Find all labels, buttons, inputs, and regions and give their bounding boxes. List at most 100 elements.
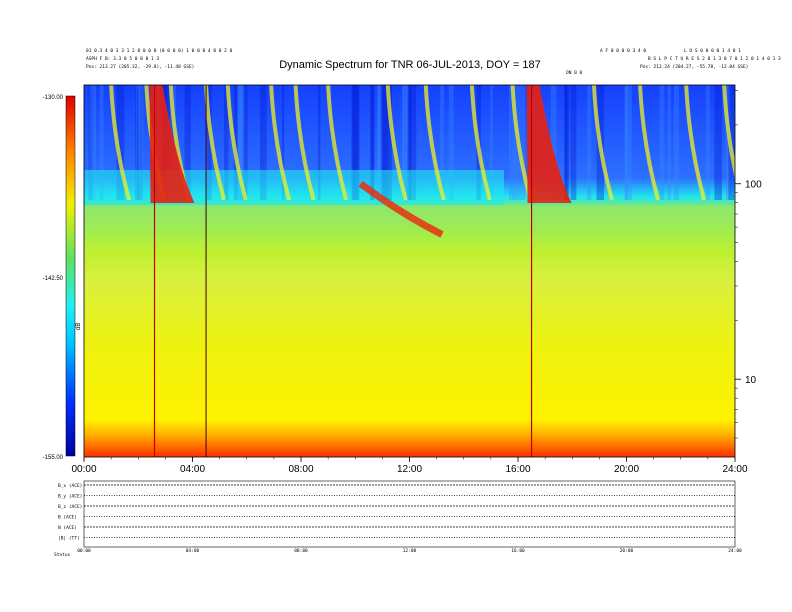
- header-right-line1b: L O S 0 0 0 0 1 4 0 1: [684, 48, 741, 54]
- spectrogram-bursts: [109, 85, 735, 457]
- spectrogram-band: [440, 85, 445, 200]
- spectrogram-band: [381, 85, 389, 200]
- x-tick-label: 24:00: [722, 464, 747, 475]
- x-tick-label: 08:00: [288, 464, 313, 475]
- type-iii-burst: [269, 85, 292, 201]
- spectrogram-band: [490, 85, 493, 200]
- spectrogram-background: [84, 85, 735, 457]
- lower-x-tick-label: 20:00: [620, 548, 634, 554]
- spectrogram-band: [408, 85, 417, 200]
- x-tick-label: 12:00: [397, 464, 422, 475]
- spectrogram-band: [224, 85, 229, 200]
- spectrogram-band: [508, 85, 512, 200]
- strong-burst: [149, 85, 195, 203]
- spectrogram-band: [370, 85, 375, 200]
- spectrogram-band: [673, 85, 680, 200]
- spectrogram-band: [382, 85, 391, 200]
- header-left-pos: Pos: 213.27 (205.32, -29.8), -11.48 GSE): [86, 64, 194, 70]
- spectrogram-band: [137, 85, 140, 200]
- header-right-pos: Pos: 212.24 (204.27, -55.78, -12.04 GSE): [640, 64, 748, 70]
- spectrogram-band: [352, 85, 359, 200]
- spectrogram-band: [389, 85, 393, 200]
- spectrogram-band: [403, 85, 409, 200]
- spectrogram-band: [377, 85, 380, 200]
- spectrogram-band: [137, 85, 141, 200]
- spectrogram-band: [135, 85, 144, 200]
- spectrogram-band: [624, 85, 628, 200]
- spectrogram-band: [564, 85, 570, 200]
- y-tick-label: 10: [745, 375, 757, 386]
- spectrogram-band: [207, 85, 212, 200]
- lower-panel-label: B_z (ACE): [58, 504, 82, 510]
- lower-x-tick-label: 08:00: [294, 548, 308, 554]
- type-iii-burst: [684, 85, 707, 201]
- x-tick-label: 00:00: [71, 464, 96, 475]
- colorbar-axis-label: dB: [76, 323, 82, 330]
- lower-x-tick-label: 16:00: [511, 548, 525, 554]
- spectrogram-band: [88, 85, 93, 200]
- header-right-line2: B S L P C T U R E S 2 0 1 3 0 7 0 1 2 0 …: [648, 56, 781, 62]
- colorbar-label-top: -130.00: [43, 95, 64, 101]
- type-iii-burst: [326, 85, 349, 201]
- lower-x-tick-label: 24:00: [728, 548, 742, 554]
- type-iii-burst: [204, 85, 226, 201]
- lower-panel-label: N (ACE): [58, 525, 77, 531]
- type-iii-burst: [109, 85, 132, 201]
- lower-x-tick-label: 04:00: [186, 548, 200, 554]
- spectrogram-band: [659, 85, 665, 200]
- spectrogram-band: [511, 85, 515, 200]
- spectrogram-band: [89, 85, 97, 200]
- spectrogram-band: [135, 85, 143, 200]
- spectrogram-image: [84, 85, 735, 457]
- spectrogram-band: [550, 85, 557, 200]
- lower-panels-frame: [83, 480, 736, 548]
- x-tick-label: 16:00: [505, 464, 530, 475]
- type-iii-burst: [225, 85, 248, 201]
- y-tick-label: 100: [745, 180, 762, 191]
- spectrogram-band: [184, 85, 191, 200]
- header-left-line1: 01 0.3 4 0 3 3 1 2 0 0 0 0 (0 0 0 0) 1 0…: [86, 48, 233, 54]
- lower-panel-label: |B| (TT): [58, 536, 80, 542]
- chart-title: Dynamic Spectrum for TNR 06-JUL-2013, DO…: [279, 59, 541, 71]
- lower-panel-label: B (ACE): [58, 515, 77, 521]
- colorbar: [65, 95, 76, 457]
- x-axis: 00:00 04:00 08:00 12:00 16:00 20:00 24:00: [71, 457, 748, 475]
- type-iii-burst: [469, 85, 492, 201]
- strong-burst: [526, 85, 572, 203]
- spectrogram-band: [624, 85, 632, 200]
- x-tick-label: 04:00: [180, 464, 205, 475]
- spectrogram-band: [317, 85, 321, 200]
- type-iii-burst: [385, 85, 408, 201]
- header-right-small: ON 0 0: [566, 70, 583, 76]
- spectrogram-band: [406, 85, 412, 200]
- spectrogram-band: [405, 85, 408, 200]
- colorbar-label-bottom: -155.00: [43, 455, 64, 461]
- spectrogram-band: [242, 85, 248, 200]
- type-ii-event: [358, 180, 444, 238]
- spectrogram-band: [237, 85, 244, 200]
- spectrogram-band: [233, 85, 238, 200]
- spectrogram-band: [587, 85, 592, 200]
- spectrogram-band: [714, 85, 722, 200]
- type-iii-burst: [722, 85, 735, 180]
- lower-x-tick-label: 00:00: [77, 548, 91, 554]
- spectrogram-band: [563, 85, 568, 200]
- spectrogram-band: [371, 85, 374, 200]
- spectrogram-band: [448, 85, 454, 200]
- lower-panel-label: B_x (ACE): [58, 483, 82, 489]
- y-axis: 100 10: [735, 90, 762, 439]
- spectrogram-band: [172, 85, 176, 200]
- spectrogram-band: [667, 85, 672, 200]
- lower-x-tick-label: 12:00: [403, 548, 417, 554]
- spectrogram-band: [354, 85, 360, 200]
- spectrogram-band: [116, 85, 125, 200]
- type-iii-burst: [293, 85, 316, 201]
- lower-panels: B_x (ACE) B_y (ACE) B_z (ACE) B (ACE) N (ACE…: [58, 480, 742, 554]
- type-iii-burst: [638, 85, 660, 201]
- x-tick-label: 20:00: [614, 464, 639, 475]
- spectrogram-band: [705, 85, 710, 200]
- type-iii-burst: [591, 85, 614, 201]
- colorbar-label-mid: -142.50: [43, 276, 64, 282]
- spectrogram-band: [281, 85, 285, 200]
